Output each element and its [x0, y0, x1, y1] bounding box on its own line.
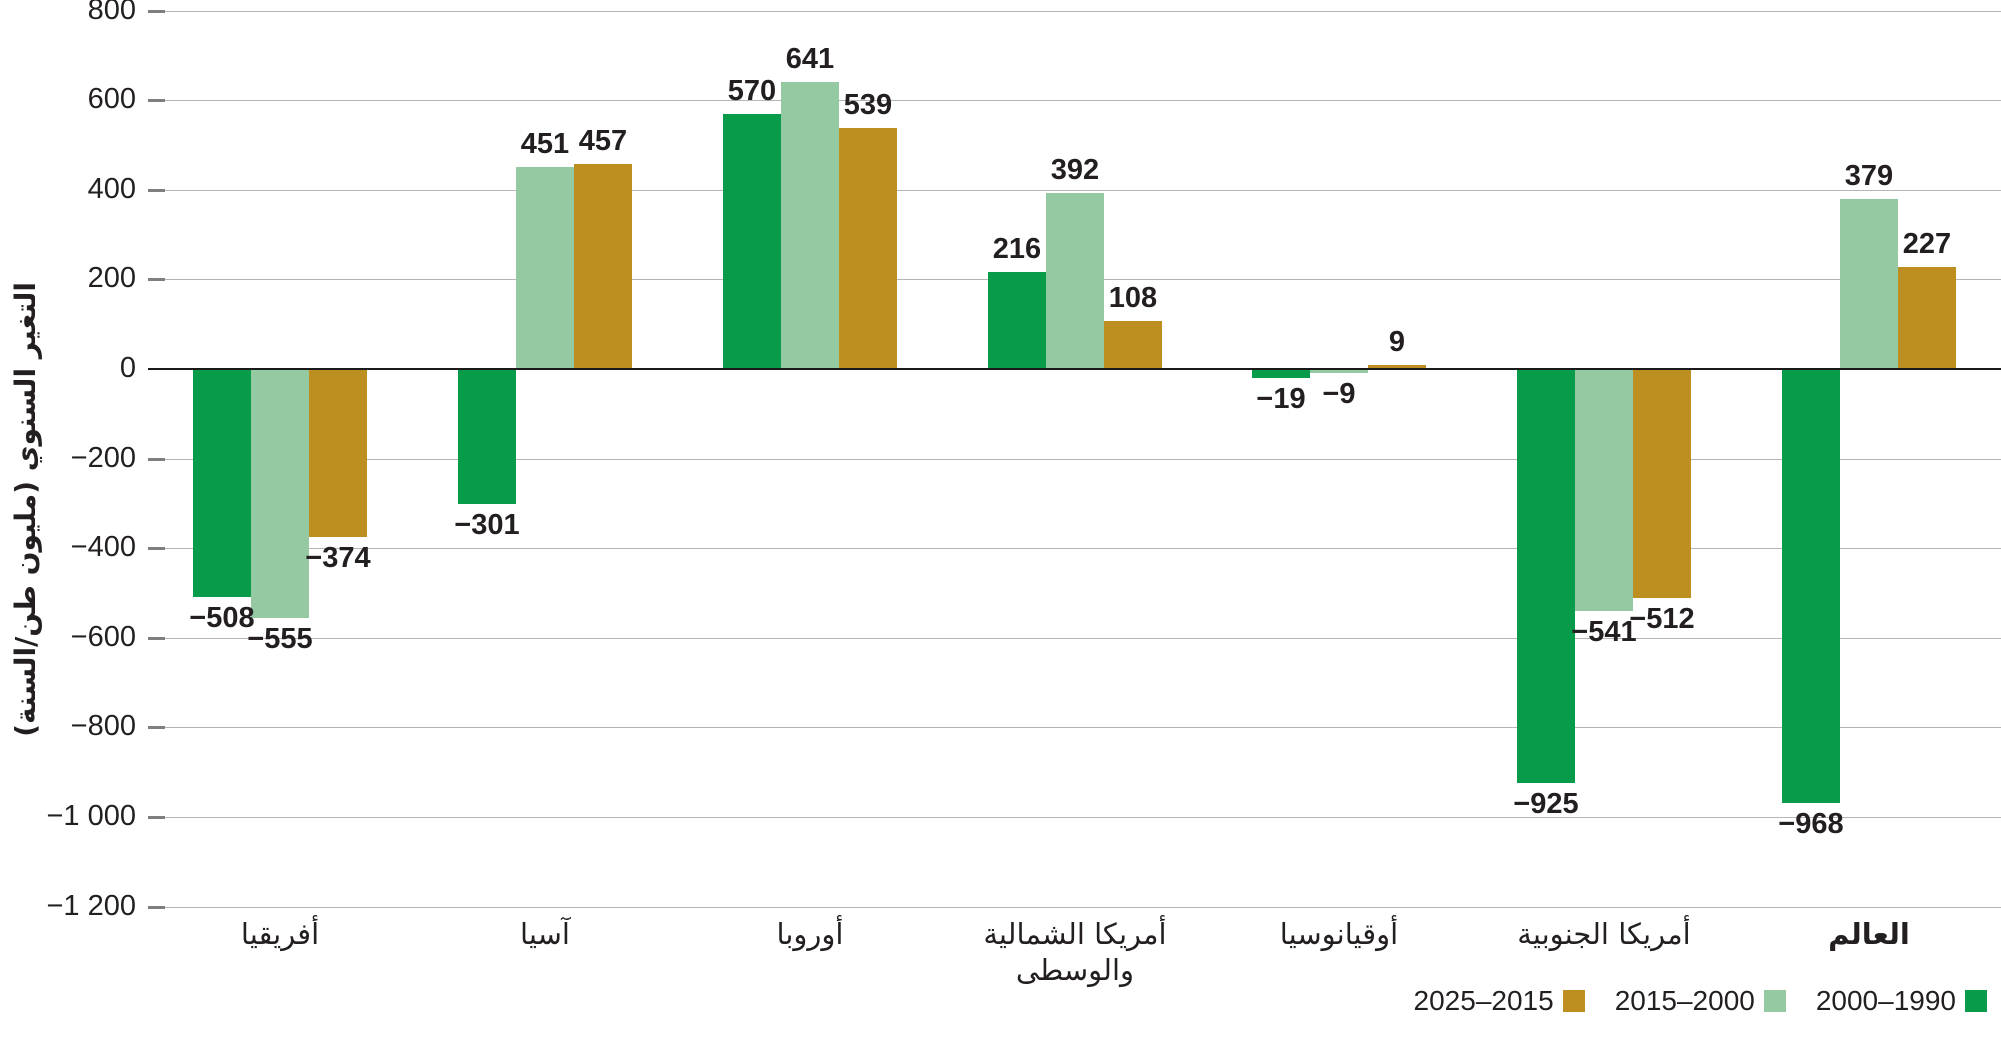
- y-tick-mark: [148, 637, 165, 640]
- x-category-label: أمريكا الشمالية والوسطى: [983, 917, 1167, 987]
- y-tick-mark: [148, 99, 165, 102]
- zero-line: [148, 368, 2001, 370]
- legend: 2025–2015 2015–2000 2000–1990: [1414, 984, 1987, 1018]
- y-tick-mark: [148, 906, 165, 909]
- y-tick-mark: [148, 10, 165, 13]
- bar-value-label: 392: [1050, 154, 1100, 186]
- y-tick-label: 400: [87, 173, 136, 205]
- bar-2025–2015-3: [839, 128, 897, 369]
- bar-value-label: 216: [992, 233, 1042, 265]
- bar-value-label: −541: [1571, 616, 1637, 648]
- bar-value-label: 539: [843, 89, 893, 121]
- bar-2025–2015-5: [1368, 365, 1426, 369]
- gridline: [148, 548, 2001, 549]
- bar-2025–2015-6: [1633, 369, 1691, 598]
- bar-value-label: −9: [1322, 378, 1356, 410]
- bar-2015–2000-5: [1310, 369, 1368, 373]
- y-tick-mark: [148, 547, 165, 550]
- bar-value-label: −968: [1778, 808, 1844, 840]
- x-category-label: أمريكا الجنوبية: [1517, 917, 1691, 951]
- bar-value-label: 457: [578, 125, 628, 157]
- bar-value-label: −19: [1256, 383, 1306, 415]
- bar-2015–2000-2: [516, 167, 574, 369]
- bar-value-label: −301: [454, 509, 520, 541]
- gridline: [148, 11, 2001, 12]
- bar-value-label: 108: [1108, 282, 1158, 314]
- y-tick-mark: [148, 458, 165, 461]
- bar-value-label: 641: [785, 43, 835, 75]
- y-tick-label: 800: [87, 0, 136, 26]
- gridline: [148, 100, 2001, 101]
- bar-value-label: −555: [247, 623, 313, 655]
- legend-item: 2015–2000: [1615, 984, 1786, 1018]
- legend-swatch: [1763, 990, 1786, 1012]
- bar-2025–2015-4: [1104, 321, 1162, 369]
- y-tick-label: −800: [70, 710, 136, 742]
- legend-item-label: 2015–2000: [1614, 985, 1755, 1016]
- y-tick-mark: [148, 816, 165, 819]
- bar-value-label: −508: [189, 602, 255, 634]
- y-tick-label: −600: [70, 621, 136, 653]
- bar-2015–2000-7: [1840, 199, 1898, 369]
- y-tick-label: −1 000: [46, 800, 136, 832]
- y-tick-label: 200: [87, 262, 136, 294]
- gridline: [148, 727, 2001, 728]
- x-category-label: أفريقيا: [240, 917, 320, 951]
- legend-item: 2000–1990: [1816, 984, 1987, 1018]
- bar-2000–1990-7: [1782, 369, 1840, 803]
- bar-2025–2015-2: [574, 164, 632, 369]
- gridline: [148, 190, 2001, 191]
- y-tick-label: 600: [87, 83, 136, 115]
- bar-2000–1990-2: [458, 369, 516, 504]
- y-tick-label: 0: [119, 352, 136, 384]
- y-tick-mark: [148, 726, 165, 729]
- bar-2000–1990-3: [723, 114, 781, 369]
- bar-2000–1990-5: [1252, 369, 1310, 378]
- bar-2025–2015-1: [309, 369, 367, 537]
- legend-swatch: [1965, 990, 1987, 1012]
- legend-swatch: [1562, 990, 1585, 1012]
- y-tick-label: −1 200: [46, 890, 136, 922]
- bar-value-label: 227: [1902, 228, 1952, 260]
- y-tick-label: −400: [70, 531, 136, 563]
- bar-value-label: −374: [305, 542, 371, 574]
- bar-2000–1990-1: [193, 369, 251, 597]
- gridline: [148, 817, 2001, 818]
- gridline: [148, 459, 2001, 460]
- gridline: [148, 907, 2001, 908]
- x-category-label: أوقيانوسيا: [1279, 917, 1399, 951]
- x-category-label: أوروبا: [776, 917, 844, 951]
- bar-2000–1990-6: [1517, 369, 1575, 783]
- bar-value-label: 9: [1388, 326, 1406, 358]
- bar-2015–2000-6: [1575, 369, 1633, 611]
- bar-2015–2000-4: [1046, 193, 1104, 369]
- y-tick-mark: [148, 278, 165, 281]
- y-tick-mark: [148, 189, 165, 192]
- bar-2025–2015-7: [1898, 267, 1956, 369]
- x-category-label: آسيا: [520, 917, 570, 951]
- bar-value-label: −925: [1513, 788, 1579, 820]
- bar-2015–2000-3: [781, 82, 839, 369]
- legend-item-label: 2025–2015: [1413, 985, 1554, 1016]
- bar-2000–1990-4: [988, 272, 1046, 369]
- legend-item: 2025–2015: [1414, 984, 1585, 1018]
- bar-2015–2000-1: [251, 369, 309, 618]
- bar-value-label: 570: [727, 75, 777, 107]
- bar-value-label: 379: [1844, 160, 1894, 192]
- bar-value-label: 451: [520, 128, 570, 160]
- bar-value-label: −512: [1629, 603, 1695, 635]
- x-category-label: العالم: [1828, 917, 1910, 951]
- legend-item-label: 2000–1990: [1815, 985, 1956, 1016]
- gridline: [148, 638, 2001, 639]
- y-tick-label: −200: [70, 442, 136, 474]
